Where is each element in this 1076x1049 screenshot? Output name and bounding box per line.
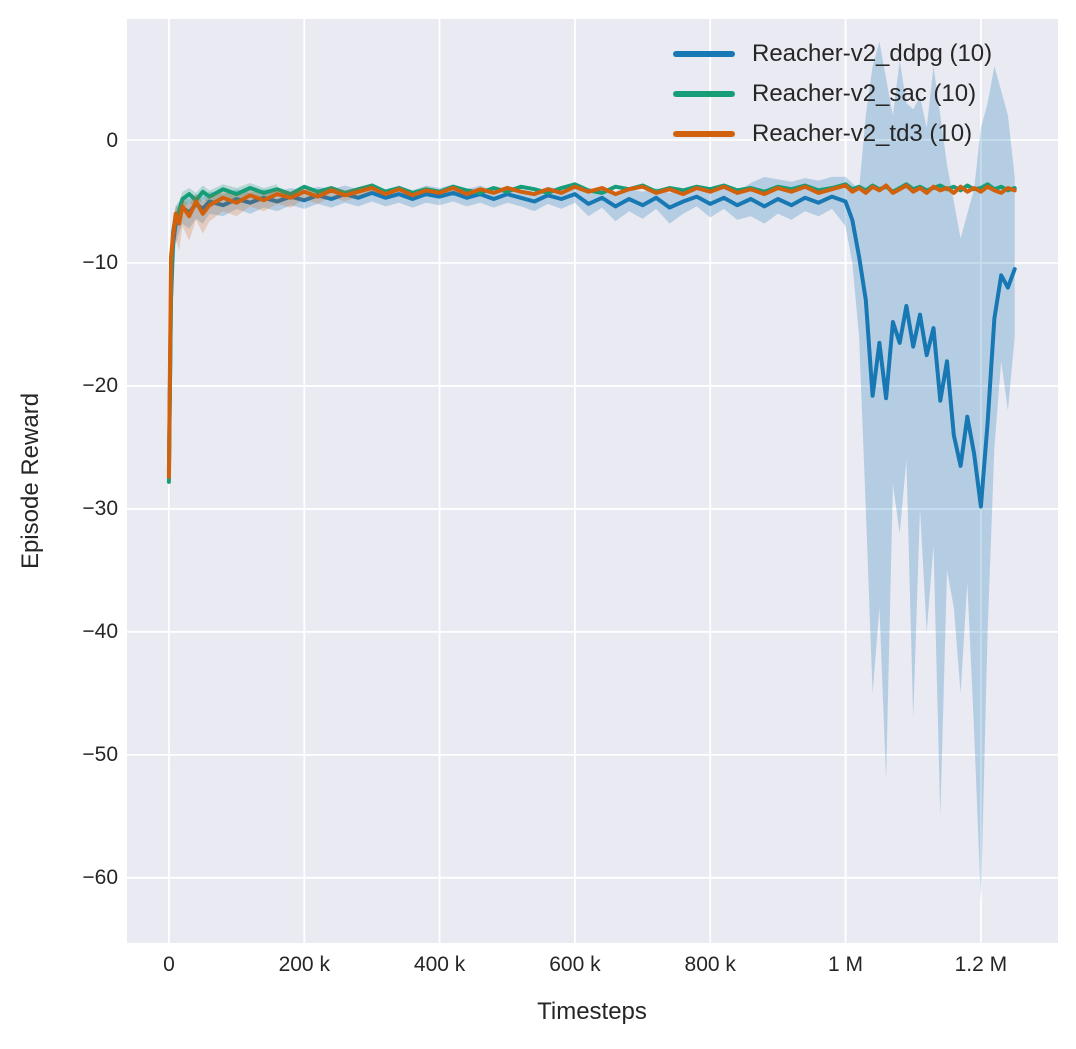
y-tick-label: −10 <box>82 251 118 275</box>
ddpg-line <box>166 190 1017 509</box>
legend-swatch-ddpg <box>673 51 735 57</box>
legend-swatch-sac <box>673 91 735 97</box>
x-tick-label: 1 M <box>828 953 864 976</box>
x-tick-label: 800 k <box>684 953 736 976</box>
legend-item-sac: Reacher-v2_sac (10) <box>673 74 992 114</box>
y-axis-label: Episode Reward <box>17 392 44 570</box>
legend-label-sac: Reacher-v2_sac (10) <box>752 80 977 107</box>
x-tick-label: 600 k <box>549 953 601 976</box>
plot-area <box>127 19 1058 943</box>
series-layer <box>166 41 1017 903</box>
y-tick-label: −30 <box>82 497 118 521</box>
ddpg-confidence-band <box>168 41 1015 903</box>
gridlines <box>127 19 1058 943</box>
x-axis-label: Timesteps <box>537 998 647 1025</box>
x-tick-label: 0 <box>163 953 175 976</box>
x-tick-label: 1.2 M <box>954 953 1008 976</box>
legend-swatch-td3 <box>673 131 735 137</box>
y-tick-label: −40 <box>82 620 118 644</box>
legend-item-td3: Reacher-v2_td3 (10) <box>673 114 992 154</box>
legend-label-ddpg: Reacher-v2_ddpg (10) <box>752 40 993 67</box>
legend: Reacher-v2_ddpg (10) Reacher-v2_sac (10) R… <box>673 34 992 154</box>
legend-item-ddpg: Reacher-v2_ddpg (10) <box>673 34 992 74</box>
y-tick-label: −20 <box>82 374 118 398</box>
legend-label-td3: Reacher-v2_td3 (10) <box>752 120 973 147</box>
td3-line <box>166 183 1017 479</box>
y-tick-label: −50 <box>82 743 118 767</box>
x-tick-label: 200 k <box>278 953 330 976</box>
y-tick-label: −60 <box>82 866 118 890</box>
x-tick-label: 400 k <box>413 953 466 976</box>
y-tick-label: 0 <box>106 128 118 152</box>
